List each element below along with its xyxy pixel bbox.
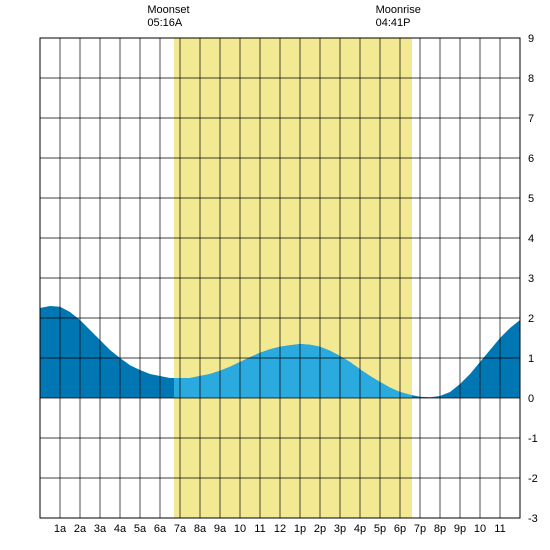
moonrise-time: 04:41P xyxy=(376,17,421,30)
x-tick-label: 9p xyxy=(454,523,466,535)
tide-chart: Moonset 05:16A Moonrise 04:41P 1a2a3a4a5… xyxy=(0,0,550,550)
moonrise-label: Moonrise xyxy=(376,4,421,17)
x-tick-label: 6a xyxy=(154,523,167,535)
x-tick-label: 7p xyxy=(414,523,426,535)
x-tick-label: 5p xyxy=(374,523,386,535)
y-tick-label: 8 xyxy=(528,73,534,85)
x-tick-label: 7a xyxy=(174,523,187,535)
moonrise-annotation: Moonrise 04:41P xyxy=(376,4,421,30)
y-tick-label: 1 xyxy=(528,353,534,365)
y-tick-label: 6 xyxy=(528,153,534,165)
x-tick-label: 12 xyxy=(274,523,286,535)
x-tick-label: 10 xyxy=(234,523,246,535)
y-tick-label: 5 xyxy=(528,193,534,205)
x-tick-label: 4p xyxy=(354,523,366,535)
x-tick-label: 1p xyxy=(294,523,306,535)
moonset-annotation: Moonset 05:16A xyxy=(147,4,189,30)
x-tick-label: 9a xyxy=(214,523,227,535)
x-tick-label: 8p xyxy=(434,523,446,535)
y-tick-label: 0 xyxy=(528,393,534,405)
y-tick-label: 2 xyxy=(528,313,534,325)
x-tick-label: 5a xyxy=(134,523,147,535)
y-tick-label: -3 xyxy=(528,513,538,525)
x-tick-label: 3a xyxy=(94,523,107,535)
x-tick-label: 2p xyxy=(314,523,326,535)
x-tick-label: 4a xyxy=(114,523,127,535)
x-tick-label: 1a xyxy=(54,523,67,535)
y-tick-label: 3 xyxy=(528,273,534,285)
x-tick-label: 10 xyxy=(474,523,486,535)
moonset-time: 05:16A xyxy=(147,17,189,30)
y-tick-label: 9 xyxy=(528,33,534,45)
x-tick-label: 2a xyxy=(74,523,87,535)
x-tick-label: 6p xyxy=(394,523,406,535)
x-tick-label: 11 xyxy=(494,523,505,535)
y-tick-label: 4 xyxy=(528,233,534,245)
moonset-label: Moonset xyxy=(147,4,189,17)
y-tick-label: -1 xyxy=(528,433,538,445)
y-tick-label: -2 xyxy=(528,473,538,485)
x-tick-label: 11 xyxy=(254,523,265,535)
y-tick-label: 7 xyxy=(528,113,534,125)
chart-svg: 1a2a3a4a5a6a7a8a9a1011121p2p3p4p5p6p7p8p… xyxy=(0,0,550,550)
x-tick-label: 8a xyxy=(194,523,207,535)
x-tick-label: 3p xyxy=(334,523,346,535)
